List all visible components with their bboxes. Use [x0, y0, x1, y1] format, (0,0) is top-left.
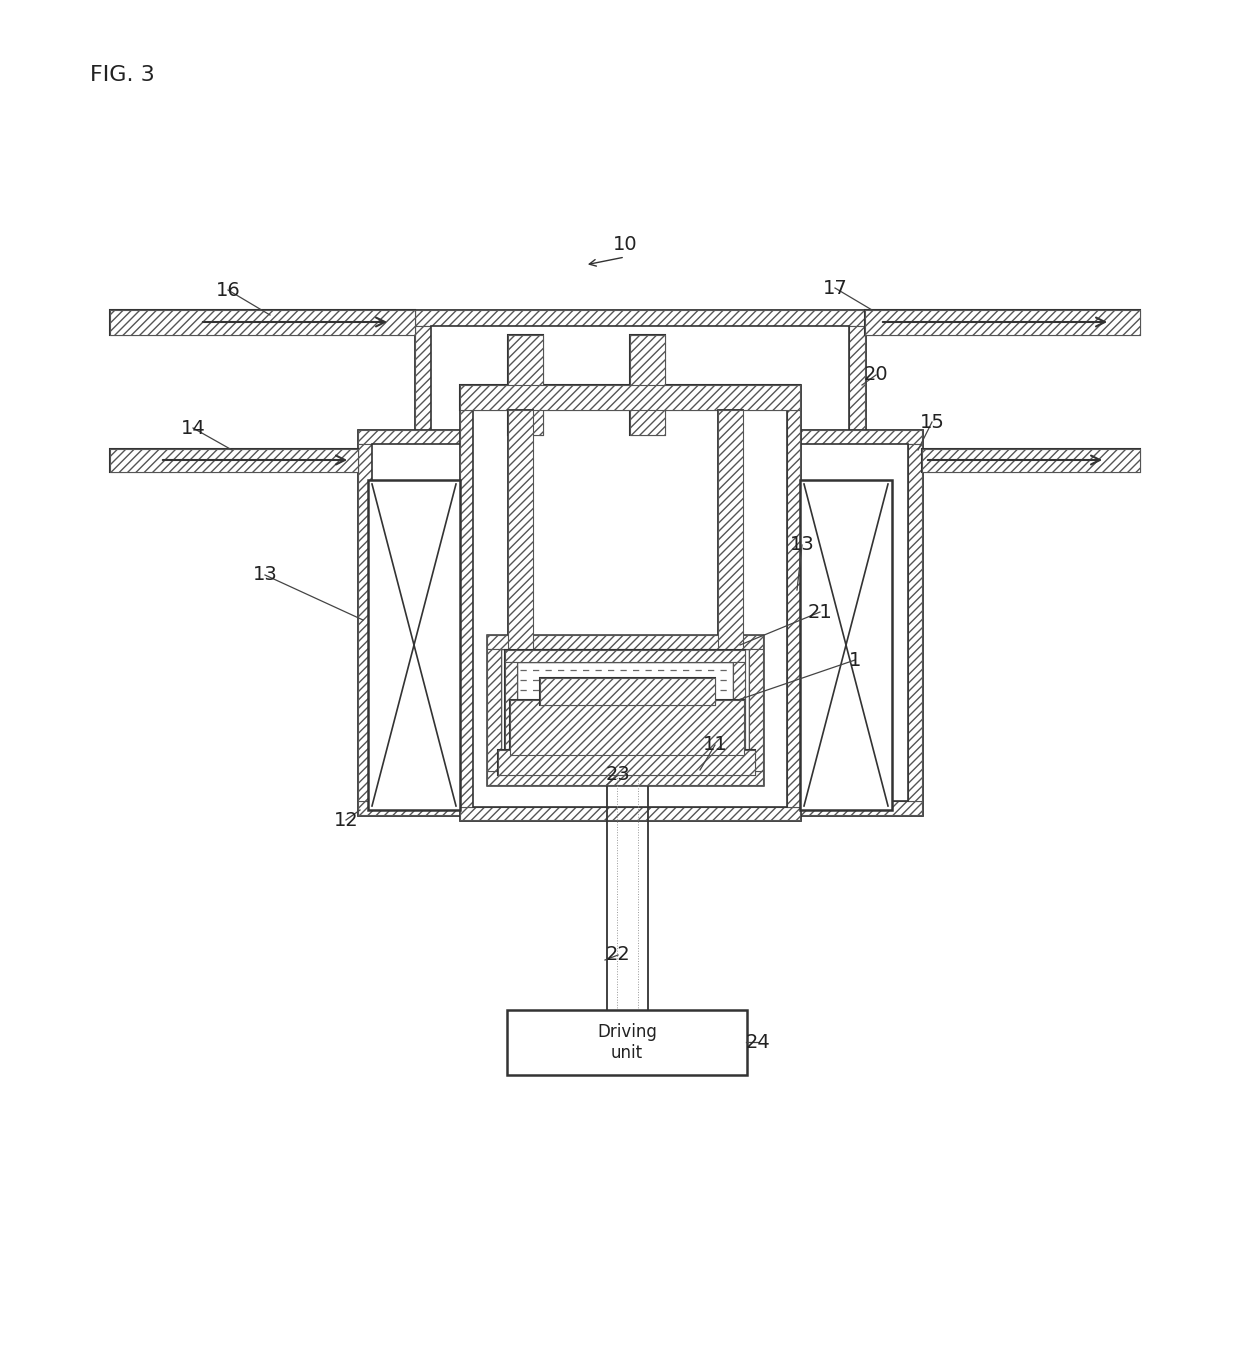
Bar: [718, 411, 743, 650]
Bar: [508, 335, 543, 435]
Text: 22: 22: [605, 945, 630, 965]
Text: 24: 24: [745, 1032, 770, 1051]
Text: 13: 13: [253, 565, 278, 584]
Bar: [505, 650, 745, 770]
Bar: [487, 649, 501, 771]
Bar: [800, 481, 892, 810]
Bar: [749, 649, 763, 771]
Text: 13: 13: [790, 536, 815, 555]
Bar: [517, 662, 733, 758]
Bar: [358, 429, 923, 444]
Text: 23: 23: [605, 766, 630, 785]
Text: 14: 14: [181, 419, 206, 437]
Text: FIG. 3: FIG. 3: [91, 65, 155, 85]
Bar: [501, 649, 749, 771]
Bar: [787, 398, 800, 808]
Text: 10: 10: [613, 236, 637, 254]
Bar: [908, 444, 923, 801]
Bar: [505, 758, 745, 770]
Text: Driving
unit: Driving unit: [598, 1023, 657, 1062]
Bar: [110, 310, 415, 335]
Bar: [372, 444, 908, 801]
Text: 1: 1: [849, 650, 862, 669]
Bar: [358, 429, 923, 814]
Bar: [358, 444, 372, 801]
Bar: [460, 385, 800, 398]
Text: 15: 15: [920, 412, 945, 432]
Bar: [460, 385, 800, 411]
Text: 16: 16: [216, 280, 241, 300]
Bar: [110, 310, 415, 335]
Bar: [487, 771, 763, 785]
Bar: [733, 662, 745, 758]
Bar: [923, 450, 1140, 472]
Bar: [472, 398, 787, 808]
Bar: [718, 411, 743, 650]
Bar: [487, 635, 763, 649]
Bar: [487, 635, 763, 785]
Text: 21: 21: [807, 603, 832, 622]
Bar: [432, 326, 849, 794]
Text: 12: 12: [334, 810, 358, 829]
Bar: [539, 678, 715, 705]
Bar: [358, 801, 923, 814]
Bar: [508, 335, 543, 435]
Bar: [539, 678, 715, 705]
Bar: [110, 450, 358, 472]
Bar: [460, 385, 800, 820]
Bar: [110, 450, 358, 472]
Bar: [460, 808, 800, 820]
Bar: [508, 411, 533, 650]
Text: 11: 11: [703, 735, 728, 755]
Bar: [505, 662, 517, 758]
Bar: [866, 310, 1140, 335]
Bar: [510, 700, 744, 755]
Bar: [508, 411, 533, 650]
Bar: [460, 398, 472, 808]
Bar: [505, 650, 745, 662]
Bar: [415, 326, 432, 794]
Bar: [849, 326, 866, 794]
Text: 17: 17: [822, 279, 847, 297]
Bar: [866, 310, 1140, 335]
Bar: [498, 750, 755, 775]
Text: 20: 20: [864, 366, 888, 385]
Bar: [923, 450, 1140, 472]
Bar: [498, 750, 755, 775]
Bar: [415, 794, 866, 810]
Bar: [507, 1010, 746, 1075]
Bar: [368, 481, 460, 810]
Bar: [415, 310, 866, 810]
Bar: [415, 310, 866, 326]
Bar: [630, 335, 665, 435]
Bar: [460, 385, 800, 411]
Bar: [630, 335, 665, 435]
Bar: [510, 700, 744, 755]
